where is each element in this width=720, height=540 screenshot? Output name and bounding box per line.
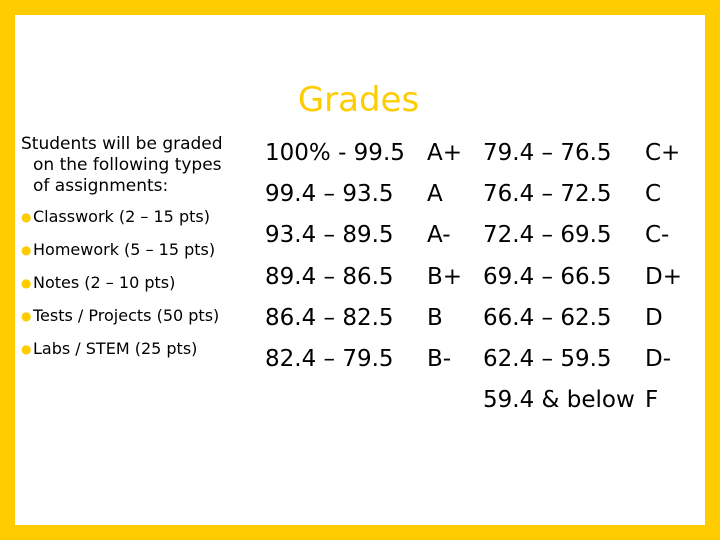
grade-range: 76.4 – 72.5 [483, 181, 612, 208]
bullet-icon: ● [21, 342, 32, 356]
slide-title: Grades [297, 80, 420, 120]
grade-range: 100% - 99.5 [265, 140, 405, 166]
grade-range: 62.4 – 59.5 [483, 345, 612, 372]
grade-ranges-right: 79.4 – 76.5 76.4 – 72.5 72.4 – 69.5 69.4… [483, 137, 635, 425]
grade-letter: D [645, 304, 663, 331]
assignment-type-label: Classwork (2 – 15 pts) [33, 207, 210, 226]
grade-letter: A- [427, 222, 451, 249]
grade-letters-left: A+ A A- B+ B B- [427, 137, 462, 384]
grade-letter: C [645, 181, 662, 208]
bullet-icon: ● [21, 309, 32, 323]
assignment-type-label: Notes (2 – 10 pts) [33, 273, 176, 292]
grade-letter: B- [427, 345, 452, 372]
assignment-type-label: Tests / Projects (50 pts) [33, 306, 220, 325]
grade-range: 82.4 – 79.5 [265, 345, 394, 372]
list-item: ●Tests / Projects (50 pts) [21, 305, 219, 338]
grade-letter: F [645, 387, 659, 414]
assignment-types-list: ●Classwork (2 – 15 pts) ●Homework (5 – 1… [21, 206, 219, 371]
grade-letter: A+ [427, 140, 463, 166]
grade-letter: C- [645, 222, 670, 249]
grade-range: 69.4 – 66.5 [483, 263, 612, 290]
grade-letter: A [427, 181, 443, 208]
assignment-type-label: Labs / STEM (25 pts) [33, 339, 198, 358]
grade-letter: D- [645, 345, 672, 372]
grade-range: 72.4 – 69.5 [483, 222, 612, 249]
slide-canvas [15, 15, 705, 525]
assignment-type-label: Homework (5 – 15 pts) [33, 240, 216, 259]
intro-line-2: on the following types [33, 155, 222, 175]
list-item: ●Classwork (2 – 15 pts) [21, 206, 219, 239]
grade-letter: D+ [645, 263, 682, 290]
grade-range: 86.4 – 82.5 [265, 304, 394, 331]
grade-range: 79.4 – 76.5 [483, 140, 612, 166]
grade-letter: C+ [645, 140, 681, 166]
bullet-icon: ● [21, 210, 32, 224]
grade-range: 59.4 & below [483, 387, 635, 414]
grade-range: 99.4 – 93.5 [265, 181, 394, 208]
grade-range: 89.4 – 86.5 [265, 263, 394, 290]
grade-range: 93.4 – 89.5 [265, 222, 394, 249]
grade-letters-right: C+ C C- D+ D D- F [645, 137, 682, 425]
list-item: ●Labs / STEM (25 pts) [21, 338, 219, 371]
intro-line-3: of assignments: [33, 176, 169, 196]
list-item: ●Notes (2 – 10 pts) [21, 272, 219, 305]
intro-text: Students will be graded on the following… [21, 134, 253, 197]
grade-letter: B [427, 304, 443, 331]
bullet-icon: ● [21, 276, 32, 290]
grade-ranges-left: 100% - 99.5 99.4 – 93.5 93.4 – 89.5 89.4… [265, 137, 405, 384]
grade-letter: B+ [427, 263, 463, 290]
bullet-icon: ● [21, 243, 32, 257]
intro-line-1: Students will be graded [21, 134, 223, 154]
list-item: ●Homework (5 – 15 pts) [21, 239, 219, 272]
grade-range: 66.4 – 62.5 [483, 304, 612, 331]
